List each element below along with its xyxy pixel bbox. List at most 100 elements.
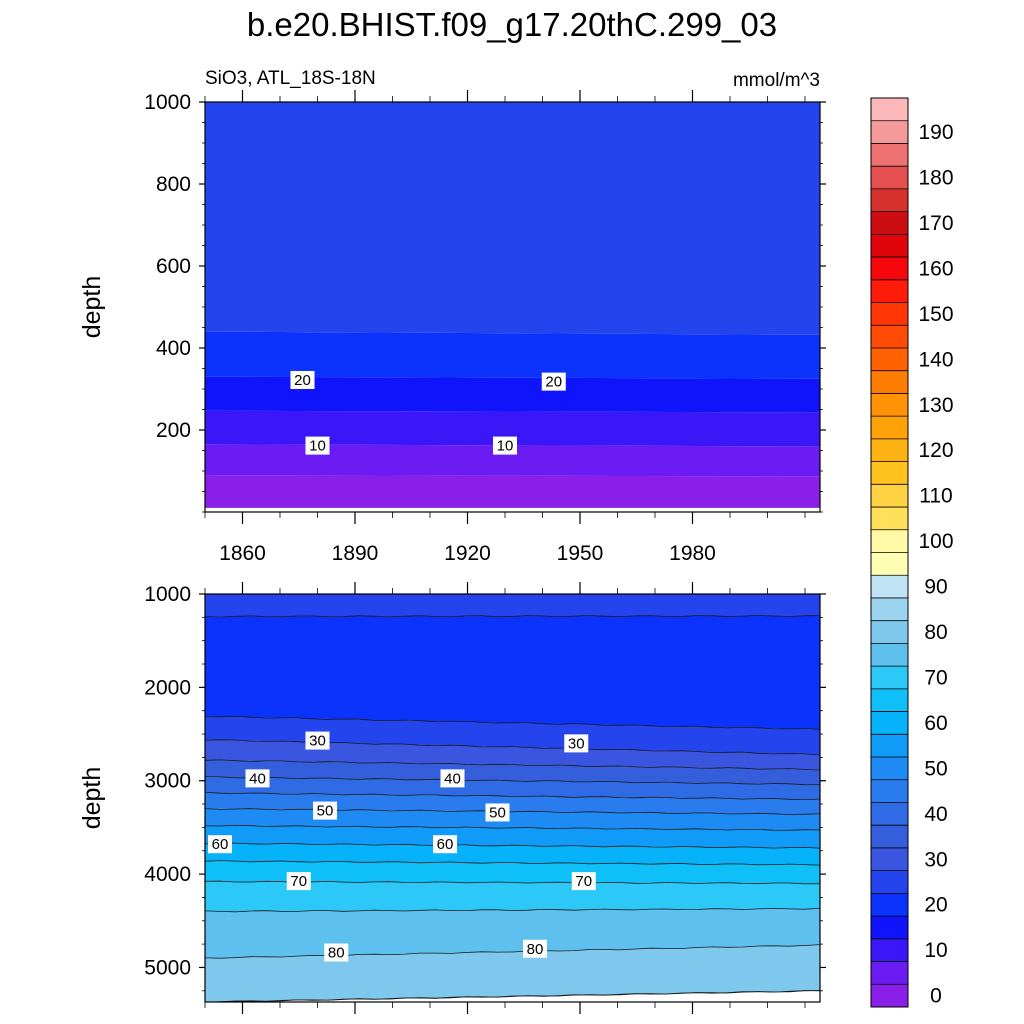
- contour-label-bg: [208, 835, 232, 854]
- colorbar-tick-label: 170: [918, 212, 953, 235]
- contour-label: 40: [440, 769, 465, 788]
- contour-label: 10: [305, 436, 330, 455]
- y-axis-label: depth: [78, 276, 106, 339]
- colorbar-swatch: [871, 711, 908, 735]
- contour-label: 20: [290, 370, 315, 389]
- contour-label-text: 70: [575, 873, 592, 890]
- colorbar-swatch: [871, 370, 908, 394]
- colorbar: 0 10 20 30 40 50 60 70 80 90 100 110 120 130 140 150 160…: [870, 97, 954, 1008]
- colorbar-tick-label: 180: [918, 167, 953, 190]
- colorbar-tick-label: 90: [924, 576, 947, 599]
- colorbar-swatch: [871, 529, 908, 553]
- colorbar-tick-label: 130: [918, 394, 953, 417]
- contour-label-bg: [485, 803, 510, 822]
- colorbar-tick-label: 10: [924, 939, 947, 962]
- contour-label-text: 30: [568, 735, 585, 752]
- colorbar-frame: [870, 97, 909, 1008]
- colorbar-swatch: [871, 734, 908, 758]
- upper-contour-panel: 10 10 20 20 200 400 600 800 1000 1860 1890 1920 1950…: [78, 90, 826, 565]
- contour-band: [205, 475, 820, 508]
- colorbar-tick-label: 120: [918, 439, 953, 462]
- contour-label-bg: [324, 943, 349, 962]
- contour-label: 70: [286, 872, 311, 891]
- colorbar-swatch: [871, 211, 908, 235]
- contour-label-bg: [305, 731, 330, 750]
- colorbar-swatch: [871, 847, 908, 872]
- colorbar-swatch: [871, 575, 908, 599]
- contour-line: [205, 716, 820, 730]
- colorbar-tick-label: 190: [918, 121, 953, 144]
- contour-label-text: 70: [290, 873, 307, 890]
- contour-label-bg: [305, 436, 330, 455]
- contour-label-bg: [440, 769, 465, 788]
- colorbar-swatch: [871, 870, 908, 894]
- colorbar-swatch: [871, 825, 908, 849]
- colorbar-swatch: [871, 802, 908, 826]
- y-tick-label: 600: [156, 255, 191, 278]
- contour-band: [205, 881, 820, 912]
- y-tick-label: 4000: [144, 863, 191, 886]
- contour-band: [205, 102, 820, 335]
- colorbar-swatch: [871, 461, 908, 485]
- y-tick-label: 400: [156, 337, 191, 360]
- contour-label-text: 20: [545, 374, 562, 391]
- colorbar-tick-label: 150: [918, 303, 953, 326]
- x-tick-label: 1890: [332, 542, 379, 565]
- contour-label: 50: [485, 803, 510, 822]
- colorbar-swatch: [871, 961, 908, 985]
- contour-band: [205, 861, 820, 884]
- contour-label-text: 80: [527, 941, 544, 958]
- colorbar-swatch: [871, 416, 908, 440]
- colorbar-swatch: [871, 620, 908, 644]
- colorbar-swatch: [871, 302, 908, 326]
- contour-band: [205, 825, 820, 848]
- contour-label-text: 80: [328, 945, 345, 962]
- figure-title: b.e20.BHIST.f09_g17.20thC.299_03: [247, 6, 777, 43]
- contour-label-bg: [523, 939, 547, 958]
- colorbar-swatch: [871, 234, 908, 258]
- colorbar-swatch: [871, 347, 908, 372]
- colorbar-tick-label: 40: [924, 803, 947, 826]
- contour-label-text: 40: [249, 770, 266, 787]
- x-tick-label: 1980: [669, 542, 716, 565]
- contour-label-bg: [571, 872, 596, 891]
- contour-label-bg: [433, 835, 457, 854]
- plot-frame: [204, 593, 821, 1003]
- contour-label: 80: [523, 939, 547, 958]
- contour-label: 30: [305, 731, 330, 750]
- contour-label-text: 60: [437, 836, 454, 853]
- contour-band: [205, 716, 820, 755]
- contour-band: [205, 760, 820, 785]
- contour-band: [205, 444, 820, 477]
- y-tick-label: 1000: [144, 91, 191, 114]
- contour-fill-area: [205, 594, 820, 1002]
- colorbar-swatch: [871, 666, 908, 690]
- contour-line: [205, 792, 820, 801]
- colorbar-swatch: [871, 779, 908, 803]
- contour-band: [205, 615, 820, 730]
- contour-label-text: 60: [212, 836, 229, 853]
- contour-band: [205, 777, 820, 800]
- colorbar-swatch: [871, 120, 908, 144]
- contour-label-text: 10: [309, 438, 326, 455]
- contour-band: [205, 808, 820, 831]
- colorbar-swatch: [871, 916, 908, 940]
- colorbar-swatch: [871, 279, 908, 303]
- contour-label-bg: [493, 436, 517, 455]
- contour-label: 60: [208, 835, 232, 854]
- contour-line: [206, 990, 820, 1002]
- colorbar-swatch: [871, 98, 908, 122]
- colorbar-tick-label: 20: [924, 894, 947, 917]
- colorbar-swatch: [871, 984, 908, 1008]
- contour-line: [205, 776, 820, 786]
- colorbar-swatch: [871, 143, 908, 167]
- y-tick-label: 200: [156, 419, 191, 442]
- colorbar-swatch: [871, 893, 908, 917]
- colorbar-tick-label: 70: [924, 667, 947, 690]
- contour-label-text: 50: [317, 803, 334, 820]
- y-tick-label: 5000: [144, 956, 191, 979]
- contour-label-bg: [564, 734, 589, 753]
- colorbar-swatch: [871, 507, 908, 531]
- contour-label-text: 20: [294, 372, 311, 389]
- y-tick-label: 1000: [144, 583, 191, 606]
